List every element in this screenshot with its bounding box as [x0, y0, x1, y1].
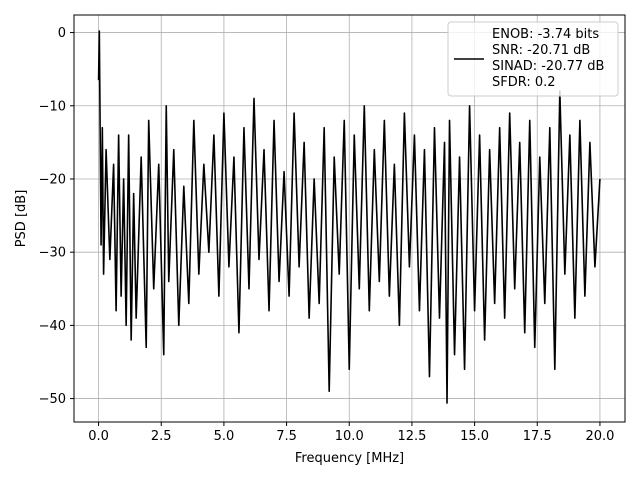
x-axis-ticks: 0.0 2.5 5.0 7.5 10.0 12.5 15.0 17.5 20.0 — [88, 422, 614, 444]
x-tick-label: 0.0 — [88, 429, 109, 444]
y-tick-label: −30 — [39, 246, 66, 261]
x-tick-label: 7.5 — [276, 429, 297, 444]
x-tick-label: 12.5 — [397, 429, 426, 444]
x-tick-label: 2.5 — [151, 429, 172, 444]
x-tick-label: 20.0 — [585, 429, 614, 444]
y-tick-label: −50 — [39, 392, 66, 407]
y-tick-label: −20 — [39, 172, 66, 187]
x-axis-label: Frequency [MHz] — [295, 451, 404, 466]
y-tick-label: 0 — [58, 26, 66, 41]
series-layer — [97, 30, 601, 404]
legend: ENOB: -3.74 bits SNR: -20.71 dB SINAD: -… — [447, 21, 619, 97]
y-axis-label: PSD [dB] — [14, 190, 29, 248]
legend-snr: SNR: -20.71 dB — [492, 43, 590, 58]
y-tick-label: −10 — [39, 99, 66, 114]
legend-sfdr: SFDR: 0.2 — [492, 75, 556, 90]
y-axis-ticks: 0 −10 −20 −30 −40 −50 — [39, 26, 74, 407]
psd-series-line — [97, 30, 601, 404]
x-tick-label: 15.0 — [460, 429, 489, 444]
x-tick-label: 10.0 — [335, 429, 364, 444]
legend-sinad: SINAD: -20.77 dB — [492, 59, 604, 74]
legend-box — [447, 21, 619, 97]
legend-enob: ENOB: -3.74 bits — [492, 27, 599, 42]
x-tick-label: 17.5 — [523, 429, 552, 444]
y-tick-label: −40 — [39, 319, 66, 334]
x-tick-label: 5.0 — [214, 429, 235, 444]
